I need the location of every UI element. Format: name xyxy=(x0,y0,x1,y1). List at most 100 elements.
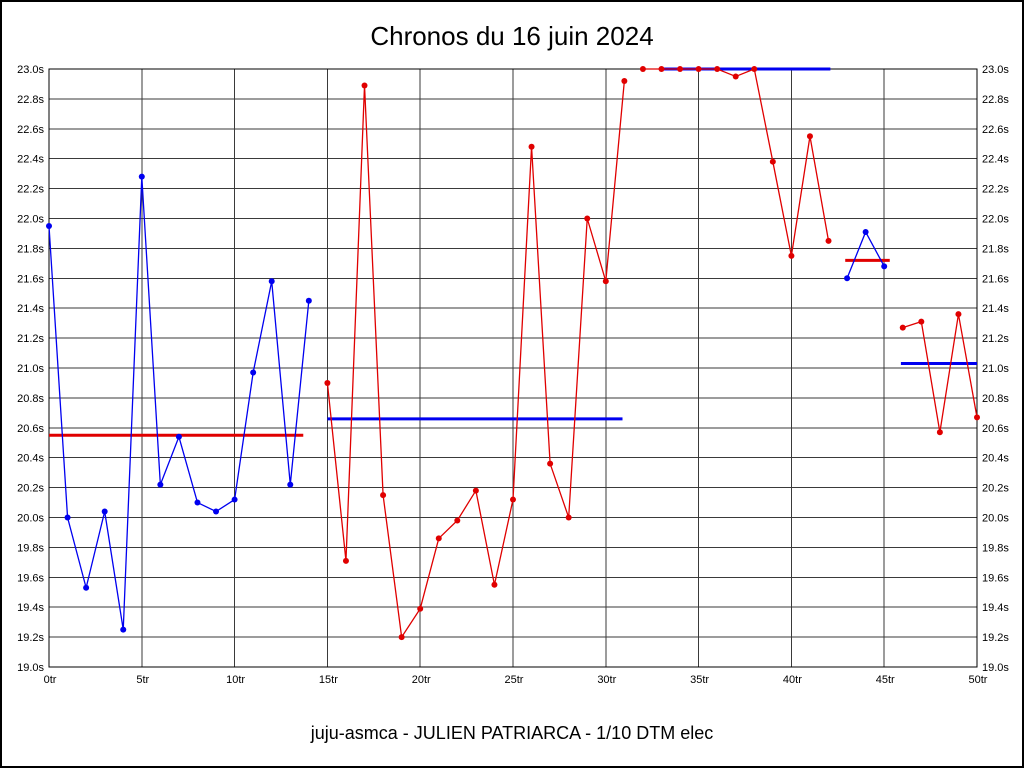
series-laps-15-31-point xyxy=(602,278,609,285)
series-laps-0-14-point xyxy=(305,297,312,304)
series-laps-32-42-point xyxy=(732,73,739,80)
y-axis-tick-label-right: 21.8s xyxy=(982,243,1009,255)
series-laps-32-42-point xyxy=(695,66,702,72)
y-axis-tick-label-left: 22.0s xyxy=(17,214,44,226)
x-axis-tick-label: 30tr xyxy=(597,674,616,686)
x-axis-tick-label: 50tr xyxy=(969,674,988,686)
series-laps-0-14-point xyxy=(231,496,238,503)
y-axis-tick-label-left: 20.8s xyxy=(17,393,44,405)
y-axis-tick-label-left: 19.0s xyxy=(17,662,44,674)
series-laps-43-45-line xyxy=(846,230,885,279)
x-axis-tick-label: 0tr xyxy=(44,674,57,686)
y-axis-tick-label-left: 21.8s xyxy=(17,243,44,255)
y-axis-tick-label-right: 23.0s xyxy=(982,64,1009,76)
y-axis-tick-label-left: 19.8s xyxy=(17,542,44,554)
series-laps-15-31-point xyxy=(621,77,628,84)
x-axis-tick-label: 15tr xyxy=(319,674,338,686)
series-laps-0-14-point xyxy=(287,481,294,488)
series-laps-15-31-point xyxy=(435,535,442,542)
x-axis-tick-label: 45tr xyxy=(876,674,895,686)
y-axis-tick-label-right: 21.4s xyxy=(982,303,1009,315)
series-laps-32-42-point xyxy=(806,133,813,140)
series-laps-0-14-point xyxy=(250,369,257,376)
x-axis-tick-label: 5tr xyxy=(136,674,149,686)
series-laps-46-50-point xyxy=(955,311,962,318)
series-laps-0-14-point xyxy=(175,433,182,440)
x-axis-tick-label: 40tr xyxy=(783,674,802,686)
series-laps-0-14-point xyxy=(101,508,108,515)
y-axis-tick-label-left: 21.4s xyxy=(17,303,44,315)
y-axis-tick-label-left: 21.2s xyxy=(17,333,44,345)
x-axis-tick-label: 20tr xyxy=(412,674,431,686)
series-laps-0-14-point xyxy=(64,514,71,521)
series-laps-46-50-point xyxy=(936,429,943,436)
series-laps-15-31-point xyxy=(342,557,349,564)
series-laps-32-42-point xyxy=(788,252,795,259)
series-laps-15-31-point xyxy=(472,487,479,494)
y-axis-tick-label-right: 21.6s xyxy=(982,273,1009,285)
y-axis-tick-label-right: 22.8s xyxy=(982,94,1009,106)
series-laps-15-31-point xyxy=(510,496,516,503)
series-laps-0-14-line xyxy=(48,176,310,630)
y-axis-tick-label-right: 19.8s xyxy=(982,542,1009,554)
series-laps-32-42-point xyxy=(751,66,758,72)
series-laps-0-14-point xyxy=(120,626,127,633)
y-axis-tick-label-right: 19.6s xyxy=(982,572,1009,584)
y-axis-tick-label-left: 20.0s xyxy=(17,513,44,525)
series-laps-0-14-point xyxy=(46,222,52,229)
series-laps-0-14-point xyxy=(83,584,90,591)
y-axis-tick-label-right: 20.4s xyxy=(982,453,1009,465)
y-axis-tick-label-right: 19.0s xyxy=(982,662,1009,674)
y-axis-tick-label-right: 19.2s xyxy=(982,632,1009,644)
y-axis-tick-label-left: 22.6s xyxy=(17,124,44,136)
series-laps-15-31-point xyxy=(361,82,368,89)
y-axis-tick-label-left: 22.4s xyxy=(17,154,44,166)
y-axis-tick-label-left: 22.8s xyxy=(17,94,44,106)
series-laps-46-50-point xyxy=(918,318,925,325)
x-axis-tick-label: 25tr xyxy=(505,674,524,686)
series-laps-32-42-point xyxy=(769,158,776,165)
chart-caption: juju-asmca - JULIEN PATRIARCA - 1/10 DTM… xyxy=(310,723,714,743)
series-laps-32-42-point xyxy=(658,66,665,72)
y-axis-tick-label-right: 19.4s xyxy=(982,602,1009,614)
y-axis-tick-label-right: 20.6s xyxy=(982,423,1009,435)
series-laps-32-42-point xyxy=(639,66,646,72)
y-axis-tick-label-left: 22.2s xyxy=(17,184,44,196)
y-axis-tick-label-right: 21.2s xyxy=(982,333,1009,345)
series-laps-46-50-point xyxy=(974,414,980,421)
plot-border xyxy=(48,68,978,668)
series-laps-0-14-point xyxy=(213,508,220,515)
y-axis-tick-label-left: 19.4s xyxy=(17,602,44,614)
y-axis-tick-label-left: 20.4s xyxy=(17,453,44,465)
series-laps-32-42-line xyxy=(642,68,830,257)
series-laps-32-42-point xyxy=(825,237,832,244)
y-axis-tick-label-left: 23.0s xyxy=(17,64,44,76)
y-axis-tick-label-right: 20.2s xyxy=(982,483,1009,495)
series-laps-46-50-line xyxy=(902,314,978,433)
y-axis-tick-label-right: 21.0s xyxy=(982,363,1009,375)
y-axis-tick-label-right: 22.2s xyxy=(982,184,1009,196)
y-axis-tick-label-right: 20.0s xyxy=(982,513,1009,525)
x-axis-tick-label: 35tr xyxy=(690,674,709,686)
series-laps-32-42-point xyxy=(677,66,684,72)
y-axis-tick-label-right: 20.8s xyxy=(982,393,1009,405)
y-axis-tick-label-right: 22.6s xyxy=(982,124,1009,136)
series-laps-43-45-point xyxy=(844,275,851,282)
series-laps-15-31-point xyxy=(398,634,405,641)
series-laps-15-31-point xyxy=(547,460,554,467)
series-laps-15-31-point xyxy=(584,215,591,222)
y-axis-tick-label-left: 21.0s xyxy=(17,363,44,375)
y-axis-tick-label-left: 19.6s xyxy=(17,572,44,584)
y-axis-tick-label-left: 21.6s xyxy=(17,273,44,285)
chart-title: Chronos du 16 juin 2024 xyxy=(370,21,654,51)
series-laps-0-14-point xyxy=(138,173,145,180)
series-laps-15-31-line xyxy=(326,80,626,639)
series-laps-46-50-point xyxy=(899,324,906,331)
y-axis-tick-label-left: 19.2s xyxy=(17,632,44,644)
series-laps-0-14-point xyxy=(194,499,201,506)
x-axis-tick-label: 10tr xyxy=(226,674,245,686)
y-axis-tick-label-left: 20.2s xyxy=(17,483,44,495)
series-laps-43-45-point xyxy=(862,228,869,235)
